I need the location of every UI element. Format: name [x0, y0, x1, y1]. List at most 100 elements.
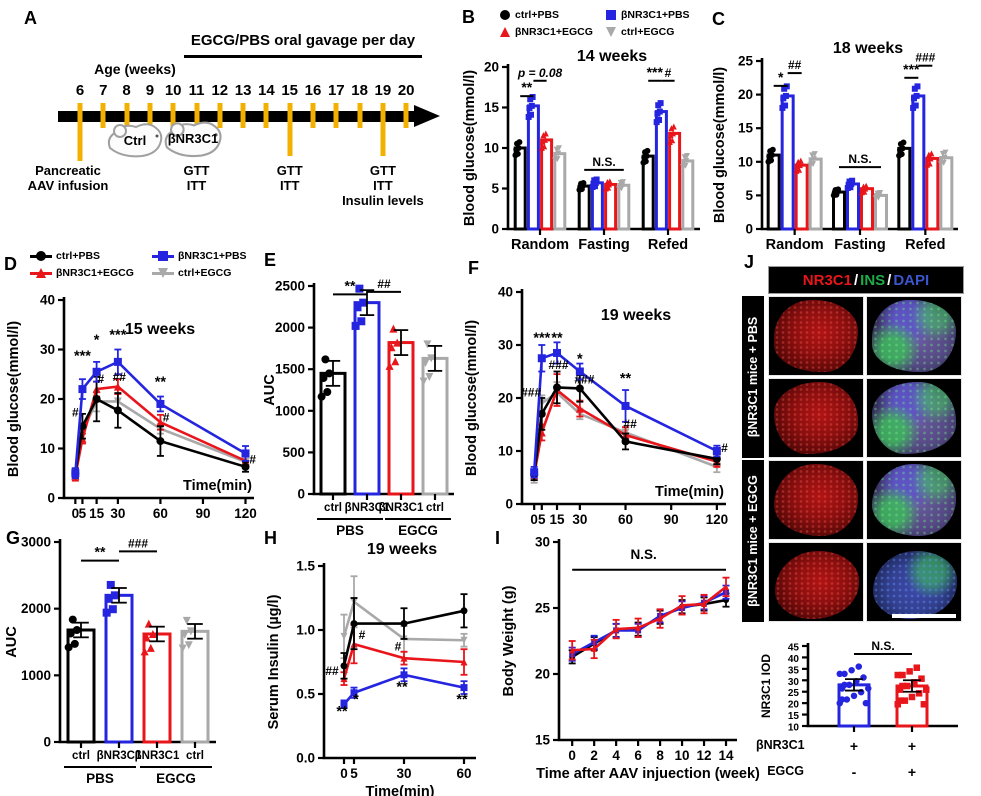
data-marker — [906, 668, 913, 675]
legend-label: βNR3C1+EGCG — [56, 267, 134, 279]
data-marker — [723, 583, 730, 590]
data-marker — [460, 607, 468, 615]
y-tick-label: 0 — [491, 222, 499, 237]
y-tick-label: 15 — [535, 733, 551, 748]
legend-label: βNR3C1+EGCG — [515, 26, 593, 38]
scale-bar — [892, 614, 956, 618]
data-marker — [670, 123, 677, 130]
week-number: 20 — [397, 82, 415, 99]
series-line — [343, 673, 465, 706]
y-tick-label: 10 — [738, 154, 753, 169]
bar — [897, 146, 912, 231]
data-marker — [350, 620, 358, 628]
panel-f: F 0 10 20 30 40 Blood glucose(mmol/l) 19 weeks… — [458, 250, 745, 540]
sig-label: ** — [155, 375, 167, 391]
week-number: 19 — [374, 82, 392, 99]
week-number: 15 — [281, 82, 299, 99]
islet-tissue — [775, 551, 859, 619]
x-category-label: Fasting — [834, 237, 886, 253]
panel-label: G — [6, 528, 21, 548]
sig-label: N.S. — [848, 152, 871, 166]
islet-tissue — [872, 464, 956, 536]
y-tick-label: 40 — [788, 654, 800, 665]
timeline-tick — [217, 103, 223, 128]
timeline-tick — [380, 103, 386, 156]
legend-marker — [500, 27, 510, 37]
bar — [808, 157, 823, 231]
data-marker — [683, 157, 690, 164]
sig-label: ** — [396, 679, 408, 695]
week-number: 12 — [211, 82, 229, 99]
data-marker — [575, 384, 584, 393]
x-bar-label: ctrl — [426, 502, 444, 514]
series-line — [74, 360, 247, 474]
if-header: NR3C1/INS / DAPI — [768, 266, 964, 294]
data-marker — [423, 340, 432, 349]
data-marker — [421, 359, 430, 368]
x-tick-label: 60 — [618, 512, 633, 527]
data-marker — [514, 150, 521, 157]
chart-title: 15 weeks — [125, 321, 195, 338]
data-marker — [575, 367, 584, 376]
x-axis-title: Time(min) — [655, 484, 724, 500]
y-tick-label: 3000 — [21, 535, 51, 550]
triangle-down-icon — [606, 27, 617, 38]
data-marker — [668, 125, 675, 132]
data-marker — [911, 679, 918, 686]
event-label: Pancreatic — [35, 163, 101, 178]
week-number: 18 — [351, 82, 368, 99]
data-marker — [108, 605, 117, 614]
if-row-label: βNR3C1 mice + EGCG — [746, 475, 760, 607]
data-marker — [537, 409, 546, 418]
week-number: 14 — [258, 82, 275, 99]
data-marker — [667, 132, 674, 139]
sig-label: # — [98, 372, 105, 386]
if-image-merge — [866, 378, 962, 458]
sig-label: ## — [325, 664, 339, 678]
data-marker — [460, 636, 468, 644]
xtable-cell: - — [851, 764, 857, 780]
legend-marker — [35, 251, 46, 261]
y-tick-label: 30 — [498, 338, 513, 353]
legend-marker — [157, 268, 168, 278]
panel-i: I 15 20 25 30 Body Weight (g) 0 2 4 6 8 10 12 14 Time… — [495, 528, 760, 796]
data-marker — [241, 462, 250, 471]
sig-label: ### — [574, 373, 594, 387]
data-marker — [393, 338, 402, 347]
timeline-tick — [124, 103, 130, 128]
x-tick-label: 0 — [568, 748, 576, 763]
data-marker — [841, 681, 848, 689]
panel-label: J — [744, 252, 755, 272]
square-icon — [152, 251, 174, 262]
x-tick-label: 12 — [697, 748, 712, 763]
data-marker — [915, 690, 923, 697]
islet-tissue — [774, 464, 858, 536]
bar — [617, 183, 631, 231]
x-axis-title: Time after AAV injuection (week) — [536, 766, 760, 782]
data-marker — [643, 153, 650, 160]
legend-item: βNR3C1+PBS — [606, 9, 690, 21]
data-marker — [180, 630, 189, 639]
if-image-nr3c1 — [768, 460, 864, 540]
week-number: 16 — [304, 82, 322, 99]
x-tick-label: 90 — [664, 512, 679, 527]
data-marker — [811, 151, 818, 158]
data-marker — [877, 189, 884, 196]
panel-c: C 0 5 10 15 20 25 Blood glucose(mmol/l) 18 week… — [700, 5, 981, 253]
data-marker — [914, 83, 921, 90]
data-marker — [901, 697, 909, 704]
sig-label: ## — [623, 417, 637, 431]
data-marker — [72, 626, 81, 634]
if-header-segment: INS — [860, 271, 886, 289]
y-tick-label: 2500 — [275, 279, 305, 294]
data-marker — [926, 160, 933, 167]
sig-label: * — [94, 333, 100, 349]
y-tick-label: 0 — [43, 735, 51, 750]
data-marker — [848, 180, 855, 187]
y-tick-label: 1000 — [275, 403, 305, 418]
data-marker — [460, 658, 468, 666]
data-marker — [796, 166, 803, 173]
data-marker — [554, 156, 561, 163]
xtable-cell: + — [907, 738, 917, 754]
data-marker — [810, 161, 817, 168]
